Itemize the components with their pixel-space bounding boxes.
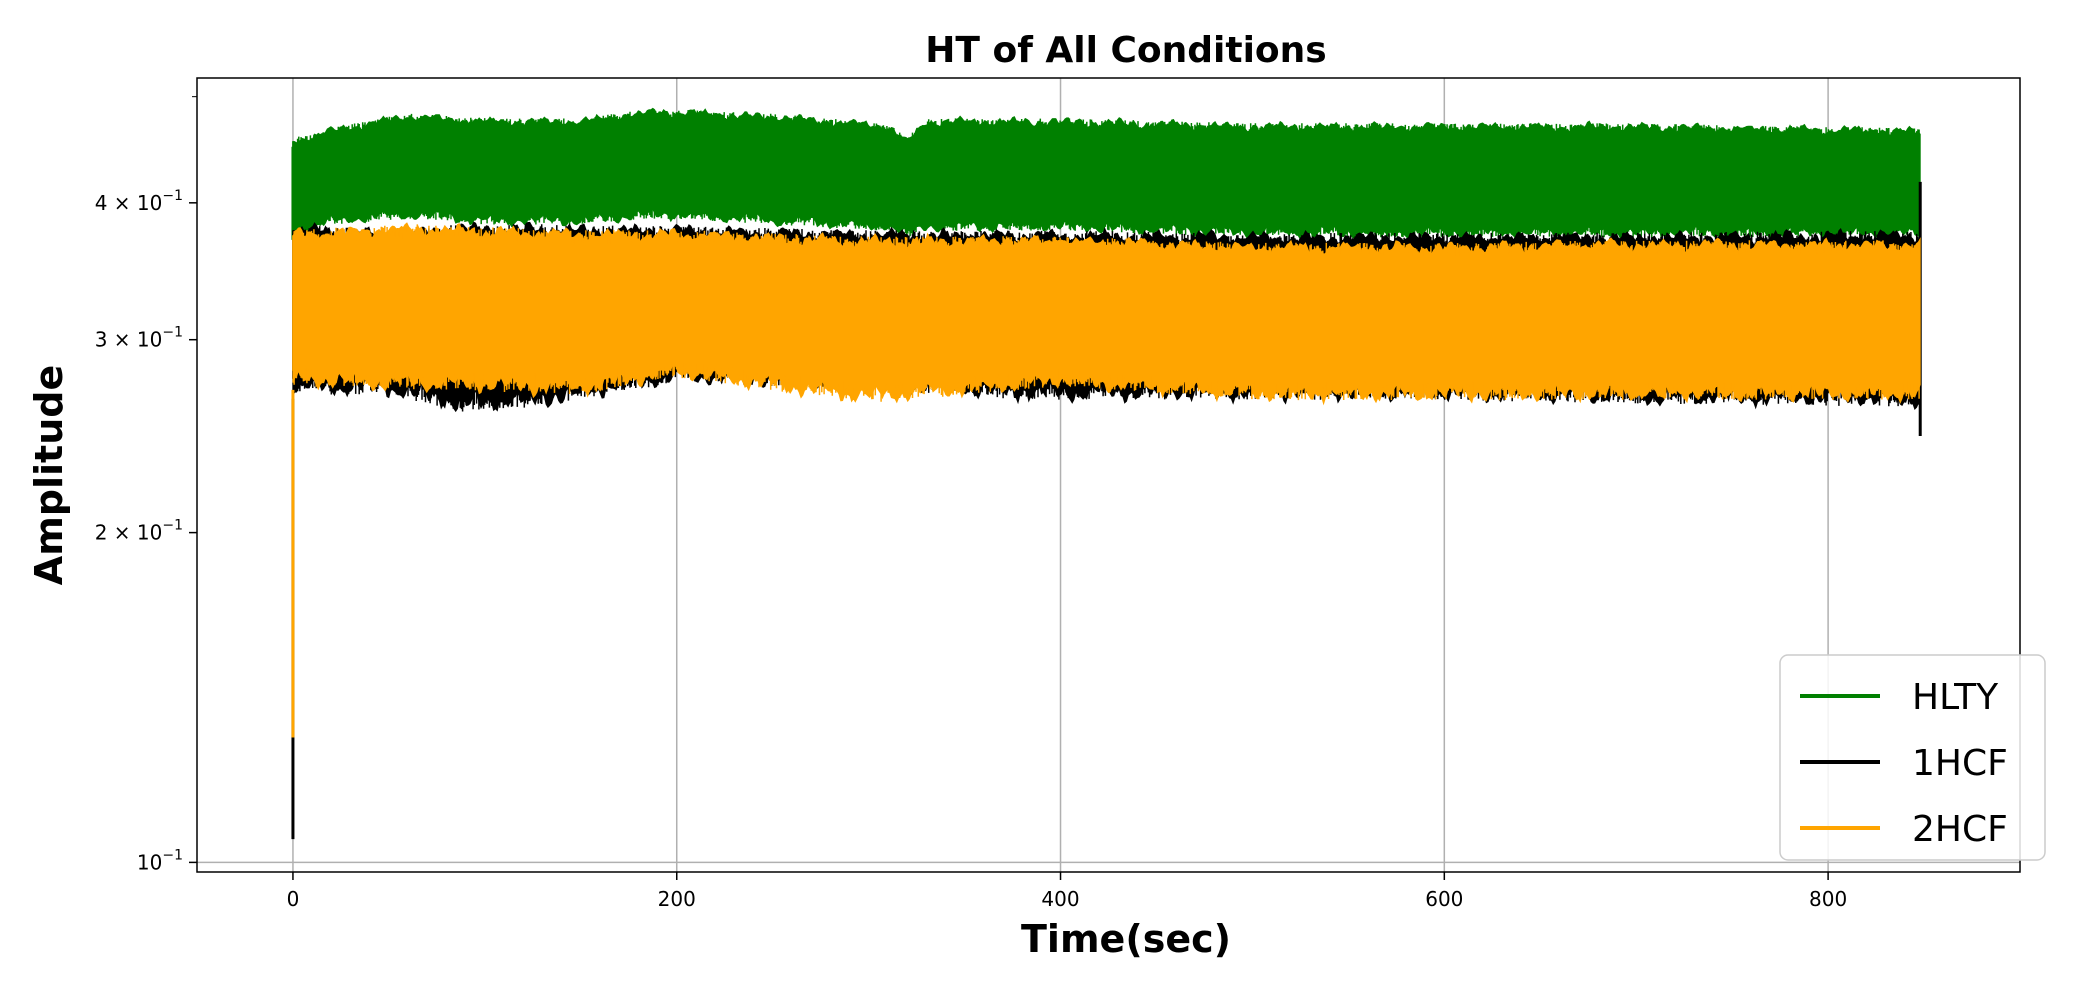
chart-title: HT of All Conditions <box>925 30 1326 71</box>
legend: HLTY 1HCF 2HCF <box>1779 654 2046 861</box>
x-tick-label: 600 <box>1425 887 1463 911</box>
series-layer <box>291 107 1922 840</box>
x-tick-label: 0 <box>287 887 300 911</box>
x-tick-label: 400 <box>1041 887 1079 911</box>
series-oscillation <box>292 224 1920 402</box>
y-tick-label: 3 × 10−1 <box>95 325 183 352</box>
series-hlty <box>291 107 1921 241</box>
y-tick-label: 4 × 10−1 <box>95 188 183 215</box>
legend-label-2hcf: 2HCF <box>1912 809 2008 850</box>
legend-box <box>1779 654 2046 861</box>
legend-label-hlty: HLTY <box>1912 677 1999 718</box>
series-2hcf <box>291 222 1921 738</box>
x-axis-ticks: 0 200 400 600 800 <box>287 872 1847 911</box>
x-tick-label: 800 <box>1809 887 1847 911</box>
y-tick-label: 10−1 <box>137 847 183 874</box>
x-axis-label: Time(sec) <box>1021 917 1231 961</box>
plot-frame <box>196 77 2021 873</box>
y-axis-ticks: 10−1 2 × 10−1 3 × 10−1 4 × 10−1 <box>95 96 197 874</box>
y-axis-label: Amplitude <box>27 365 71 585</box>
y-tick-label: 2 × 10−1 <box>95 518 183 545</box>
series-oscillation <box>292 109 1920 238</box>
x-tick-label: 200 <box>658 887 696 911</box>
legend-label-1hcf: 1HCF <box>1912 743 2008 784</box>
